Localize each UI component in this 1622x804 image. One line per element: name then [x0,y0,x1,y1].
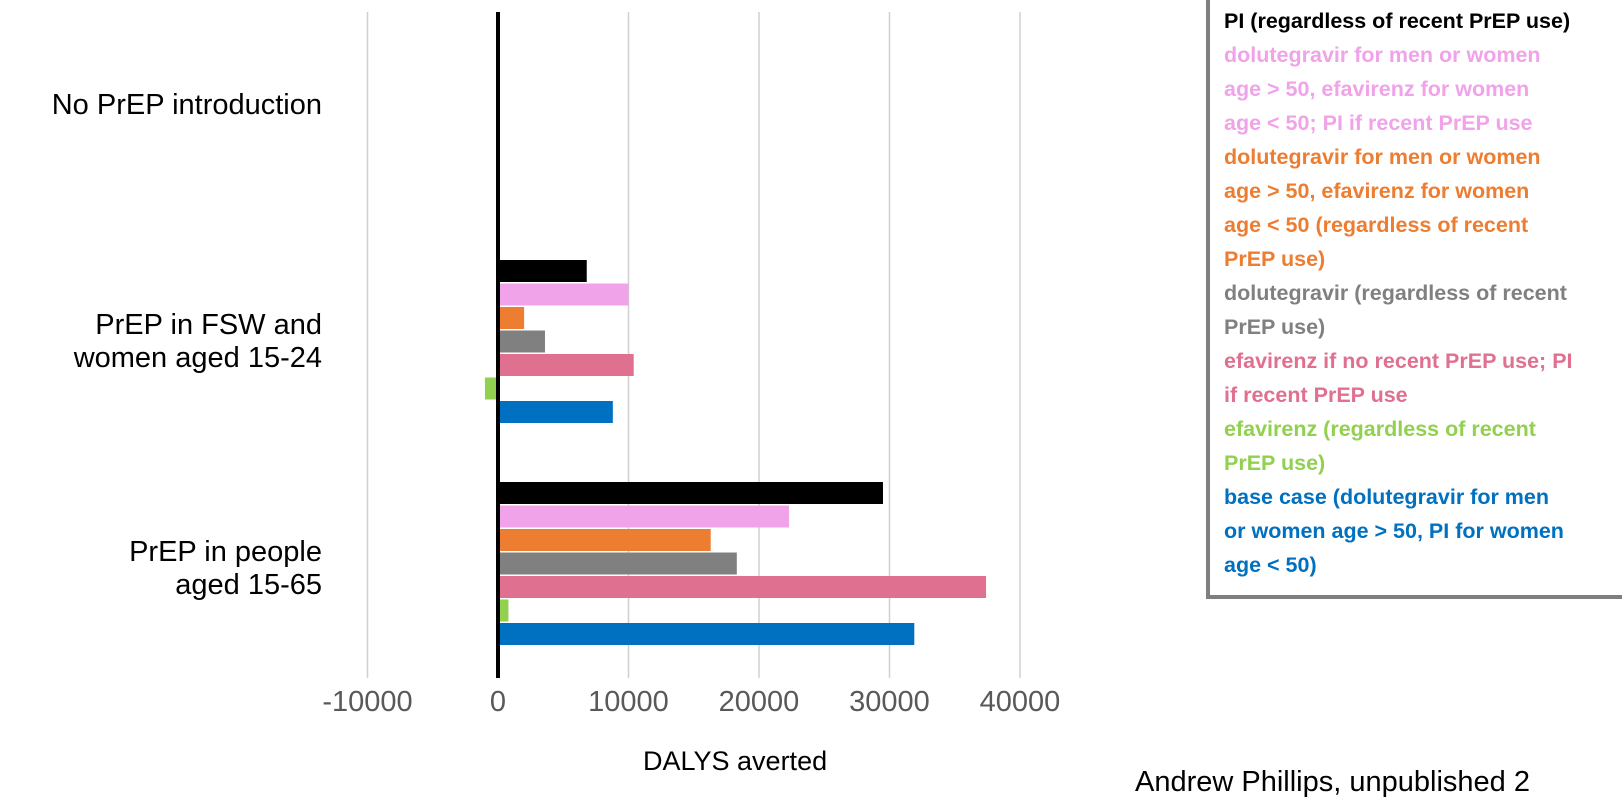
x-tick-label: 0 [489,686,507,718]
x-axis-label: DALYS averted [643,746,828,776]
x-tick-label: 10000 [588,686,669,718]
legend: PI (regardless of recent PrEP use) dolute… [1206,0,1622,599]
bar [498,330,545,353]
bar [498,505,790,528]
source-note: Andrew Phillips, unpublished 2 [1135,766,1530,798]
bar [498,260,587,282]
bar [498,552,737,575]
bars [484,260,987,645]
bar [498,599,509,622]
bar [498,307,525,329]
bar [498,576,987,598]
legend-entry: dolutegravir for men or women age > 50, … [1224,145,1541,271]
bar [498,401,613,423]
legend-entry: base case (dolutegravir for men or women… [1224,485,1564,577]
category-label: No PrEP introduction [51,88,322,121]
legend-entry: efavirenz (regardless of recent PrEP use… [1224,417,1536,475]
legend-entry: efavirenz if no recent PrEP use; PI if r… [1224,349,1573,407]
x-tick-label: 30000 [849,686,930,718]
x-tick-label: 40000 [979,686,1061,718]
legend-entry: dolutegravir (regardless of recent PrEP … [1224,281,1567,339]
bar [498,623,915,645]
category-label: PrEP in people aged 15-65 [129,536,322,601]
legend-entry: PI (regardless of recent PrEP use) [1224,9,1571,33]
category-label: PrEP in FSW and women aged 15-24 [73,309,322,374]
bar [498,482,883,504]
legend-entry: dolutegravir for men or women age > 50, … [1224,43,1541,135]
bar [498,354,634,376]
x-tick-label: 20000 [718,686,800,718]
bar [484,377,498,400]
bar [498,529,711,551]
x-tick-label: -10000 [322,686,413,718]
bar [498,283,629,306]
